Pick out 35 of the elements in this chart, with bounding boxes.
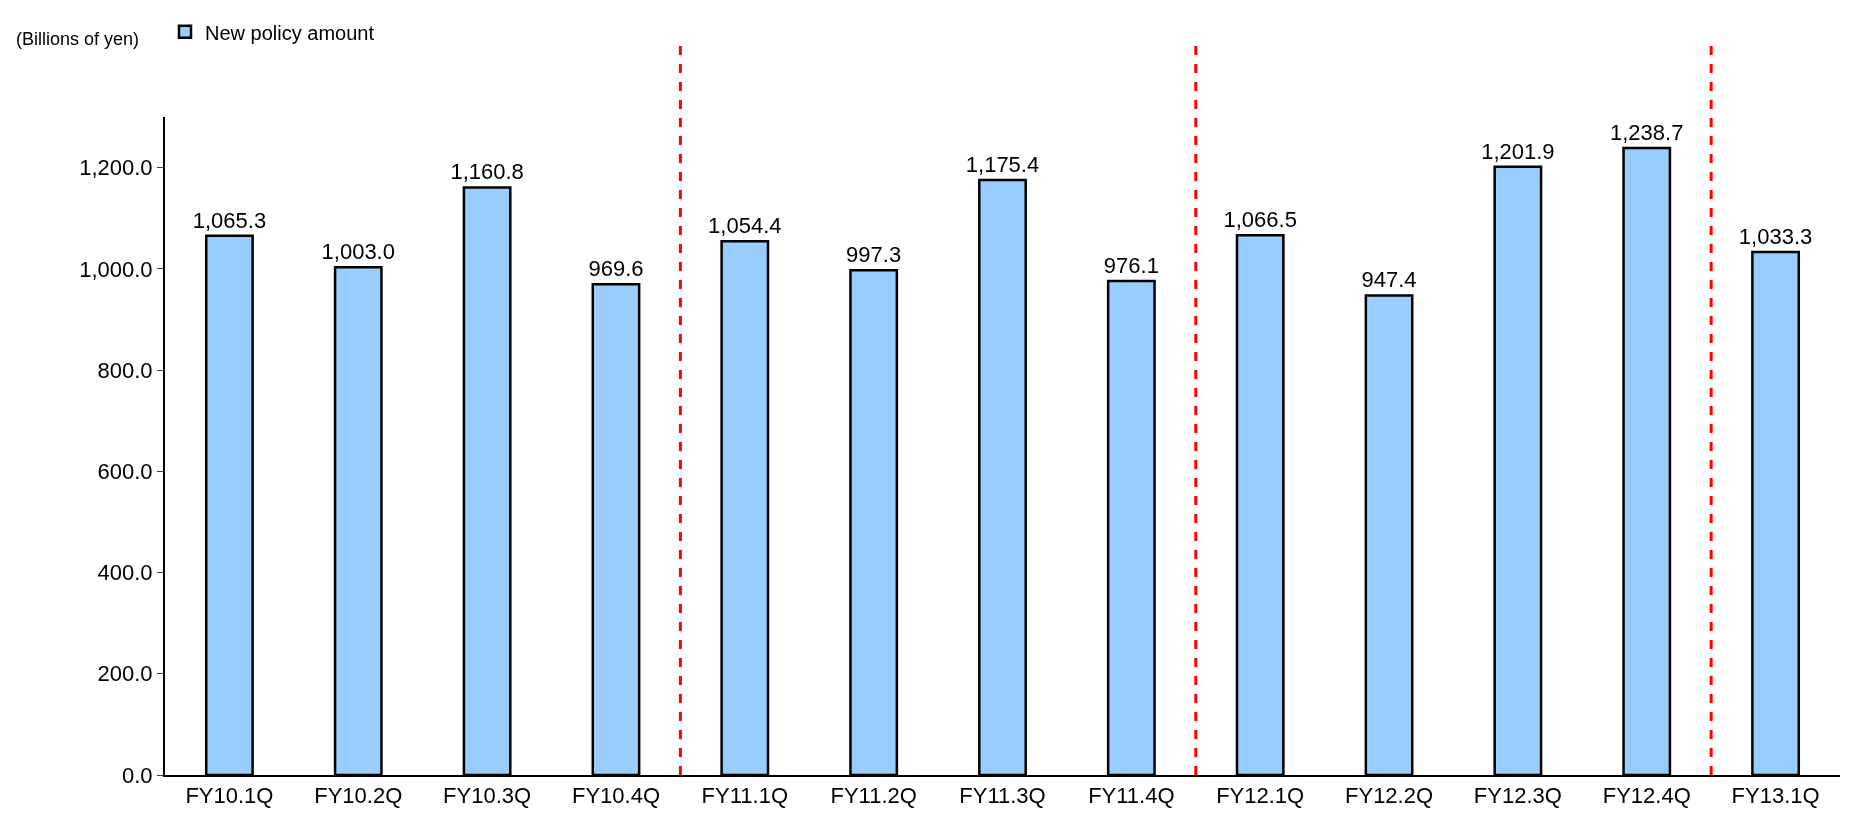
data-label: 976.1 bbox=[1103, 252, 1159, 278]
y-tick-label: 600.0 bbox=[97, 459, 153, 485]
data-label: 1,065.3 bbox=[192, 207, 267, 233]
data-label: 1,066.5 bbox=[1223, 207, 1297, 233]
data-label: 947.4 bbox=[1361, 267, 1417, 293]
x-tick-label: FY11.4Q bbox=[1088, 783, 1175, 809]
data-label: 1,003.0 bbox=[321, 239, 395, 265]
y-axis-title: (Billions of yen) bbox=[16, 29, 140, 49]
x-tick-label: FY10.1Q bbox=[185, 783, 274, 809]
y-tick-label: 0.0 bbox=[122, 762, 153, 788]
x-tick-label: FY12.2Q bbox=[1345, 783, 1434, 809]
data-label: 1,160.8 bbox=[450, 159, 524, 185]
x-tick-label: FY10.3Q bbox=[443, 783, 532, 809]
x-tick-label: FY12.3Q bbox=[1473, 783, 1562, 809]
data-label: 1,033.3 bbox=[1738, 223, 1813, 249]
x-tick-label: FY12.4Q bbox=[1602, 783, 1691, 809]
data-label: 997.3 bbox=[846, 242, 902, 268]
y-tick-label: 1,000.0 bbox=[79, 256, 153, 282]
x-tick-label: FY12.1Q bbox=[1216, 783, 1305, 809]
x-tick-label: FY10.2Q bbox=[314, 783, 403, 809]
x-tick-label: FY11.3Q bbox=[959, 783, 1046, 809]
y-tick-label: 1,200.0 bbox=[79, 155, 153, 181]
data-label: 969.6 bbox=[588, 256, 644, 282]
x-tick-label: FY11.2Q bbox=[830, 783, 917, 809]
data-label: 1,175.4 bbox=[965, 152, 1040, 178]
data-label: 1,201.9 bbox=[1481, 138, 1555, 164]
data-label: 1,238.7 bbox=[1610, 120, 1684, 146]
y-tick-label: 200.0 bbox=[97, 661, 153, 687]
legend-label: New policy amount bbox=[205, 21, 375, 44]
x-tick-label: FY13.1Q bbox=[1731, 783, 1820, 809]
y-tick-label: 800.0 bbox=[97, 357, 153, 383]
x-tick-label: FY11.1Q bbox=[701, 783, 789, 809]
y-tick-label: 400.0 bbox=[97, 560, 153, 586]
x-tick-label: FY10.4Q bbox=[571, 783, 660, 809]
data-label: 1,054.4 bbox=[708, 213, 782, 239]
